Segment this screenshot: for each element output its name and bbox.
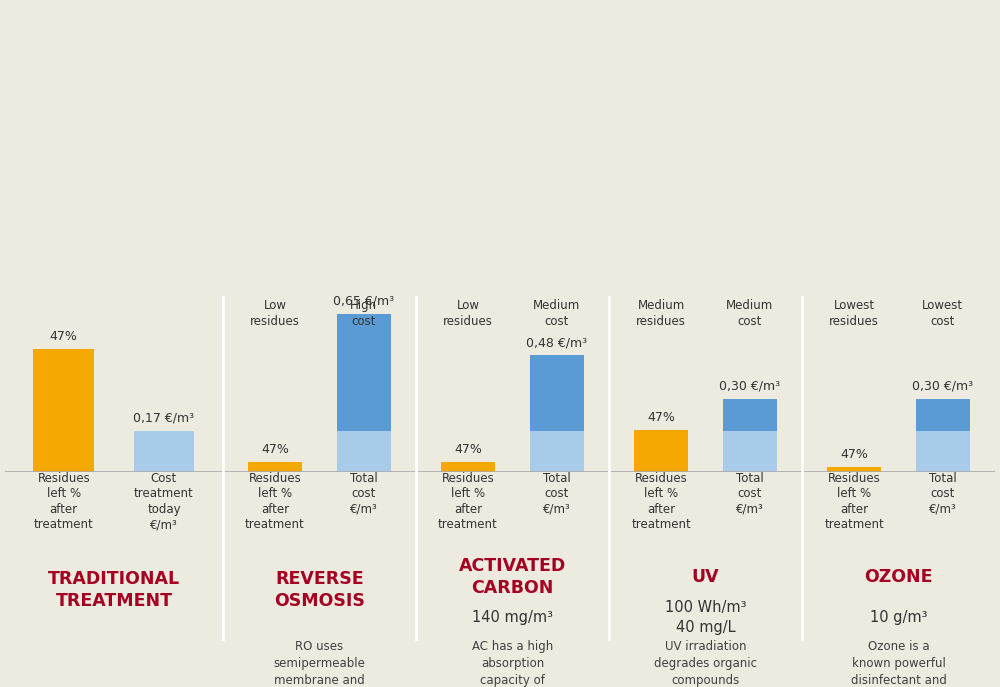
Text: Low
residues: Low residues <box>443 300 493 328</box>
Bar <box>134 431 194 472</box>
Text: 47%: 47% <box>454 443 482 456</box>
Text: Residues
left %
after
treatment: Residues left % after treatment <box>245 472 305 532</box>
Text: AC has a high
absorption
capacity of
organic matter: AC has a high absorption capacity of org… <box>468 640 556 687</box>
Text: 47%: 47% <box>261 443 289 456</box>
Text: 0,30 €/m³: 0,30 €/m³ <box>912 380 973 393</box>
Text: High
cost: High cost <box>350 300 377 328</box>
Text: 47%: 47% <box>840 448 868 460</box>
Bar <box>530 431 584 472</box>
Text: ACTIVATED
CARBON: ACTIVATED CARBON <box>459 557 566 597</box>
Bar <box>827 466 881 472</box>
Text: RO uses
semipermeable
membrane and
high pressure: RO uses semipermeable membrane and high … <box>273 640 365 687</box>
Bar <box>723 431 777 472</box>
Text: REVERSE
OSMOSIS: REVERSE OSMOSIS <box>274 570 365 610</box>
Text: 0,48 €/m³: 0,48 €/m³ <box>526 336 587 349</box>
Text: Lowest
residues: Lowest residues <box>829 300 879 328</box>
Bar <box>441 462 495 472</box>
Text: Ozone is a
known powerful
disinfectant and
oxidising agent: Ozone is a known powerful disinfectant a… <box>851 640 946 687</box>
Text: 47%: 47% <box>50 330 78 344</box>
Text: 100 Wh/m³
40 mg/L: 100 Wh/m³ 40 mg/L <box>665 600 746 635</box>
Text: UV: UV <box>692 568 719 586</box>
Bar <box>337 431 391 472</box>
Bar <box>916 399 970 431</box>
Text: OZONE: OZONE <box>864 568 933 586</box>
Text: Total
cost
€/m³: Total cost €/m³ <box>350 472 378 516</box>
Text: Residues
left %
after
treatment: Residues left % after treatment <box>824 472 884 532</box>
Text: Residues
left %
after
treatment: Residues left % after treatment <box>631 472 691 532</box>
Bar <box>530 355 584 431</box>
Text: Residues
left %
after
treatment: Residues left % after treatment <box>438 472 498 532</box>
Text: Lowest
cost: Lowest cost <box>922 300 963 328</box>
Text: Low
residues: Low residues <box>250 300 300 328</box>
Text: Medium
cost: Medium cost <box>533 300 580 328</box>
Text: Medium
cost: Medium cost <box>726 300 773 328</box>
Text: Total
cost
€/m³: Total cost €/m³ <box>543 472 571 516</box>
Text: Cost
treatment
today
€/m³: Cost treatment today €/m³ <box>134 472 194 532</box>
Text: 10 g/m³: 10 g/m³ <box>870 610 927 624</box>
Text: 0,65 €/m³: 0,65 €/m³ <box>333 295 394 308</box>
Bar <box>634 430 688 472</box>
Text: Total
cost
€/m³: Total cost €/m³ <box>736 472 764 516</box>
Text: Residues
left %
after
treatment: Residues left % after treatment <box>34 472 94 532</box>
Text: Medium
residues: Medium residues <box>636 300 686 328</box>
Bar <box>33 350 94 472</box>
Text: 140 mg/m³: 140 mg/m³ <box>472 610 553 624</box>
Bar <box>337 314 391 431</box>
Text: UV irradiation
degrades organic
compounds: UV irradiation degrades organic compound… <box>654 640 757 687</box>
Text: TRADITIONAL
TREATMENT: TRADITIONAL TREATMENT <box>48 570 180 610</box>
Bar <box>916 431 970 472</box>
Text: 0,30 €/m³: 0,30 €/m³ <box>719 380 780 393</box>
Bar <box>723 399 777 431</box>
Bar <box>248 462 302 472</box>
Text: Total
cost
€/m³: Total cost €/m³ <box>929 472 957 516</box>
Text: 0,17 €/m³: 0,17 €/m³ <box>133 412 195 425</box>
Text: 47%: 47% <box>647 411 675 424</box>
